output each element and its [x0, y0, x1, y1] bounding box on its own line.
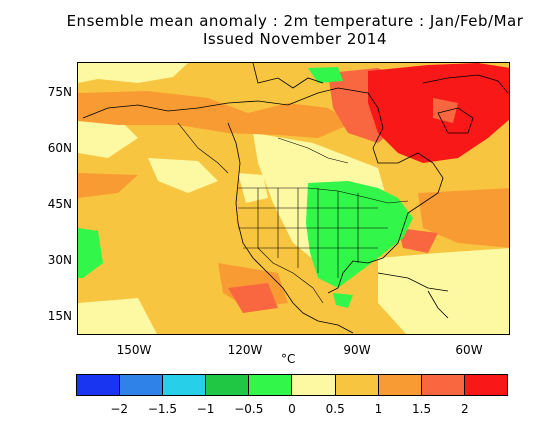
light-yellow-region — [78, 298, 157, 334]
map-title: Ensemble mean anomaly : 2m temperature :… — [66, 12, 524, 30]
legend-swatch — [464, 375, 507, 395]
light-yellow-region — [378, 248, 509, 334]
coastlines — [82, 63, 509, 334]
legend-swatch — [120, 375, 164, 395]
lat-label-60n: 60N — [47, 141, 72, 155]
anomaly-map — [77, 62, 510, 335]
legend-tick-label: −2 — [110, 402, 129, 416]
legend-tick-label: −1.5 — [147, 402, 177, 416]
legend-swatch — [77, 375, 121, 395]
light-yellow-region — [148, 158, 218, 193]
lat-label-30n: 30N — [47, 253, 72, 267]
green-region — [78, 228, 103, 278]
lon-label-150w: 150W — [116, 343, 152, 357]
lon-label-90w: 90W — [343, 343, 371, 357]
legend-tick-label: −1 — [196, 402, 215, 416]
lat-label-45n: 45N — [47, 197, 72, 211]
legend-tick-label: 0.5 — [325, 402, 345, 416]
lon-label-60w: 60W — [455, 343, 483, 357]
legend-swatch — [163, 375, 207, 395]
green-region — [308, 67, 343, 83]
map-subtitle: Issued November 2014 — [202, 30, 388, 48]
political-borders — [177, 122, 409, 304]
legend-swatch — [249, 375, 293, 395]
legend-tick-label: 1.5 — [412, 402, 432, 416]
lat-label-15n: 15N — [47, 309, 72, 323]
legend-tick-label: −0.5 — [234, 402, 264, 416]
lon-label-120w: 120W — [227, 343, 263, 357]
legend-swatch — [292, 375, 336, 395]
green-region — [333, 293, 353, 308]
legend-swatch — [335, 375, 379, 395]
legend-tick-label: 2 — [460, 402, 469, 416]
dark-orange-region — [398, 228, 438, 253]
unit-label: °C — [281, 352, 296, 366]
legend-swatch — [378, 375, 422, 395]
orange-region — [78, 91, 353, 138]
color-legend — [76, 374, 508, 396]
light-yellow-region — [78, 118, 138, 158]
legend-swatch — [421, 375, 465, 395]
orange-region — [78, 173, 138, 198]
legend-tick-label: 0 — [288, 402, 296, 416]
orange-region — [418, 188, 509, 248]
light-yellow-region — [78, 63, 188, 83]
legend-tick-label: 1 — [374, 402, 383, 416]
dark-orange-region — [228, 283, 278, 313]
legend-swatch — [206, 375, 250, 395]
dark-orange-region — [433, 98, 458, 123]
anomaly-map-svg — [78, 63, 509, 334]
lat-label-75n: 75N — [47, 85, 72, 99]
